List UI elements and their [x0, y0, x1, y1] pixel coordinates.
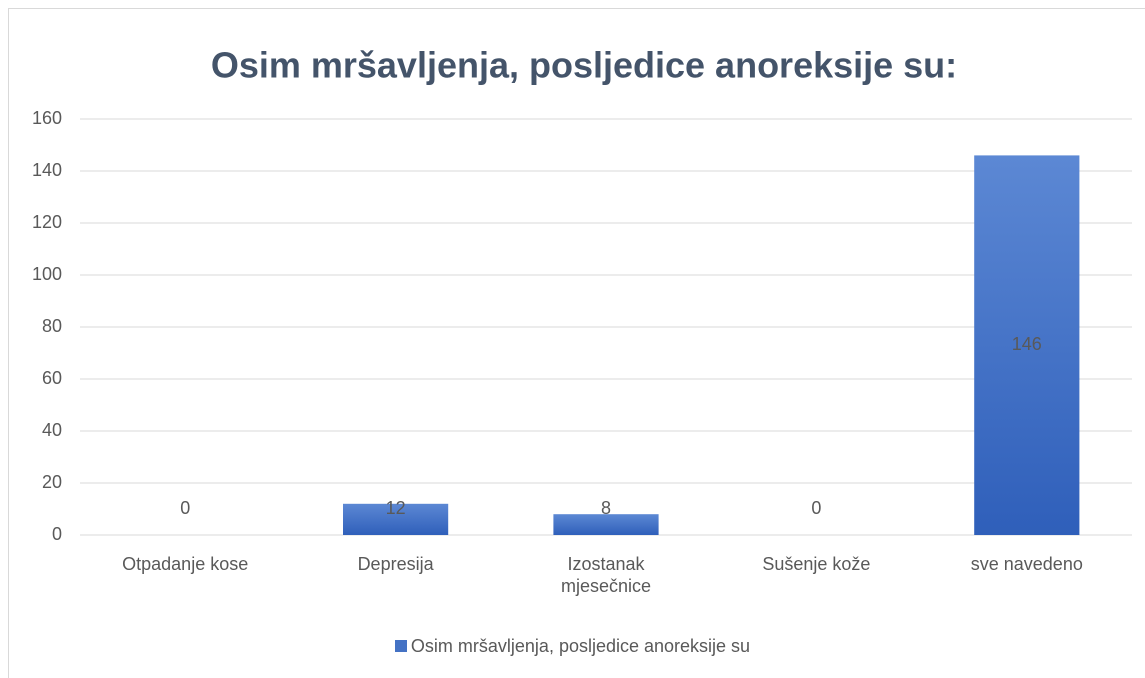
x-tick-label: Depresija [357, 554, 434, 574]
y-tick-label: 60 [42, 368, 62, 388]
y-tick-label: 160 [32, 108, 62, 128]
bar [974, 155, 1080, 535]
y-tick-label: 40 [42, 420, 62, 440]
legend-swatch [394, 640, 407, 652]
legend-item: Osim mršavljenja, posljedice anoreksije … [0, 636, 1145, 657]
legend-label: Osim mršavljenja, posljedice anoreksije … [410, 636, 751, 656]
data-label: 0 [811, 498, 821, 518]
data-label: 8 [601, 498, 611, 518]
y-tick-label: 0 [52, 524, 62, 544]
data-label: 12 [386, 498, 406, 518]
x-tick-label: Sušenje kože [762, 554, 871, 574]
chart-title: Osim mršavljenja, posljedice anoreksije … [211, 45, 957, 86]
x-tick-label: Izostanak mjesečnice [560, 554, 652, 596]
y-tick-label: 80 [42, 316, 62, 336]
data-label: 0 [180, 498, 190, 518]
y-tick-label: 140 [32, 160, 62, 180]
chart-border [8, 8, 1145, 678]
y-tick-label: 100 [32, 264, 62, 284]
data-label: 146 [1012, 334, 1042, 354]
x-tick-label: sve navedeno [970, 554, 1083, 574]
y-tick-label: 120 [32, 212, 62, 232]
x-tick-label: Otpadanje kose [122, 554, 249, 574]
bar [553, 514, 659, 535]
y-tick-label: 20 [42, 472, 62, 492]
bar [343, 503, 449, 535]
